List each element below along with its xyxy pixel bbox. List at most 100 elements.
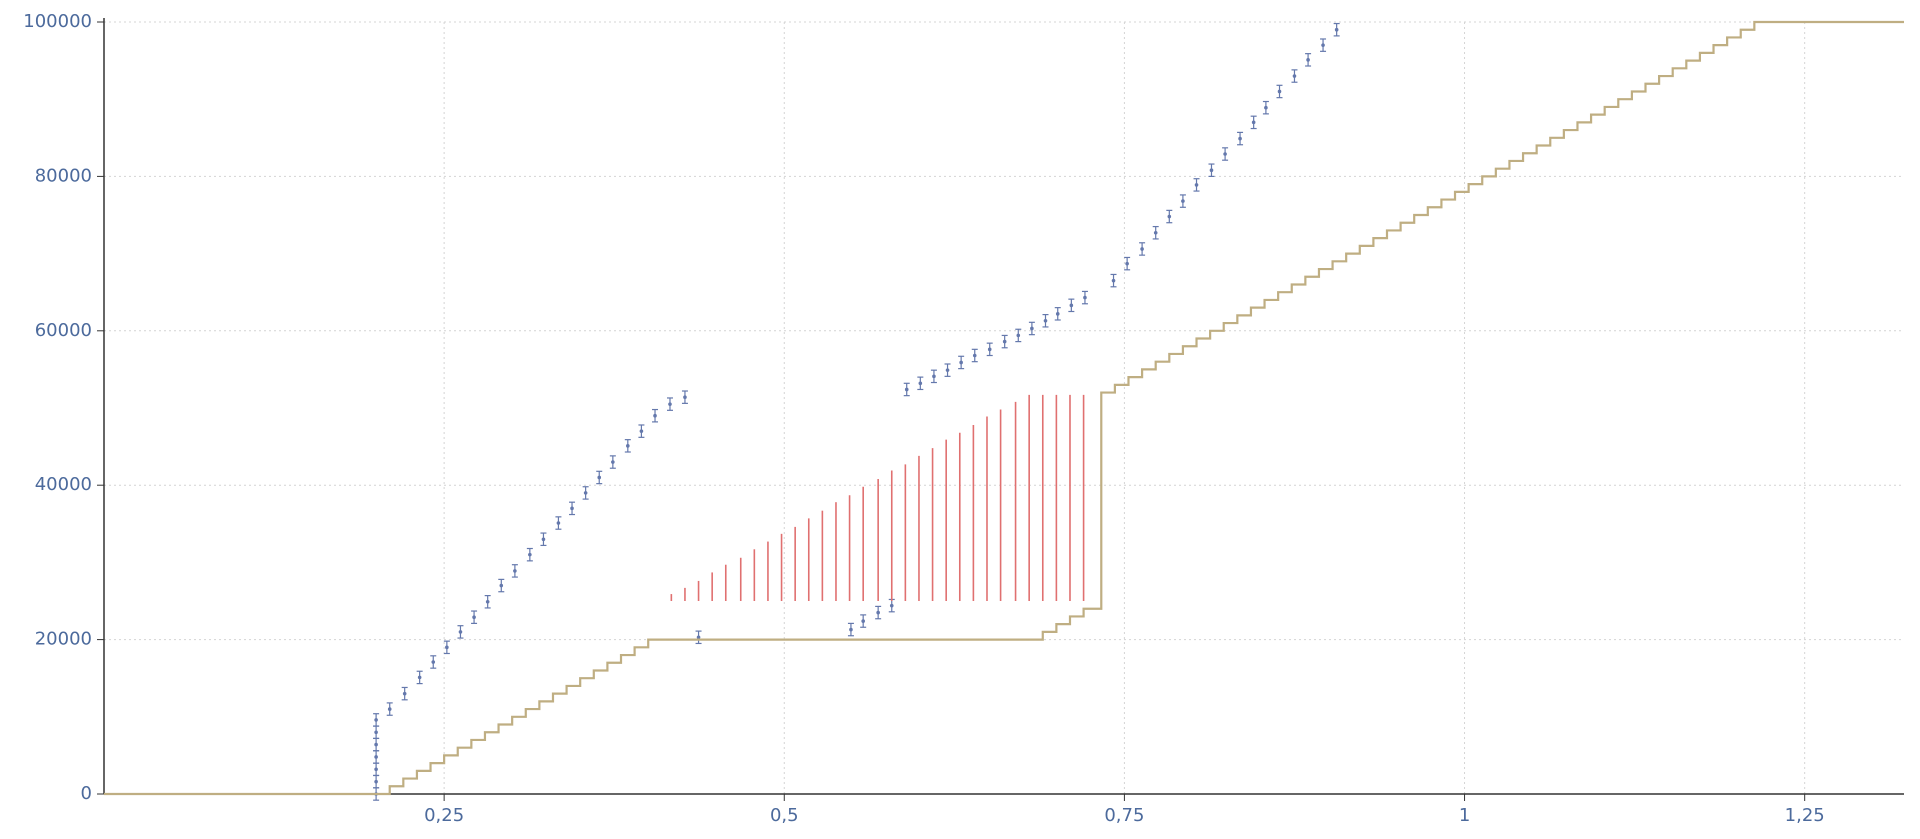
- error-point: [540, 532, 547, 547]
- step-line: [104, 20, 1904, 796]
- error-point: [1262, 100, 1269, 115]
- error-point: [1179, 194, 1186, 208]
- error-point: [930, 369, 937, 384]
- point: [932, 374, 936, 379]
- point: [1055, 312, 1060, 316]
- point: [1251, 120, 1256, 125]
- error-point: [430, 655, 437, 669]
- error-point: [681, 390, 688, 404]
- point: [1030, 326, 1034, 331]
- error-point: [1291, 69, 1298, 83]
- point: [987, 347, 992, 352]
- error-point: [1015, 328, 1022, 343]
- point: [570, 506, 574, 511]
- error-point: [944, 363, 951, 377]
- point: [458, 630, 463, 634]
- point: [683, 395, 687, 399]
- error-point: [386, 702, 393, 716]
- point: [1223, 152, 1227, 156]
- error-point: [624, 439, 631, 453]
- point: [541, 537, 546, 542]
- point: [1125, 261, 1129, 266]
- point: [485, 599, 490, 604]
- error-point: [401, 686, 408, 701]
- point: [1277, 89, 1282, 94]
- point: [1111, 278, 1116, 283]
- error-point: [569, 501, 576, 516]
- x-tick-label: 0,75: [1104, 805, 1144, 826]
- point: [1153, 230, 1158, 235]
- x-tick-label: 1,25: [1785, 805, 1825, 826]
- point: [918, 381, 923, 386]
- error-point: [1222, 147, 1229, 161]
- point: [889, 603, 894, 608]
- x-tick-label: 1: [1459, 805, 1470, 826]
- point: [597, 475, 602, 480]
- error-point: [875, 605, 882, 620]
- point: [849, 627, 853, 632]
- point: [402, 691, 407, 696]
- point: [1002, 339, 1007, 344]
- point: [472, 615, 476, 620]
- error-point: [917, 376, 924, 391]
- y-tick-label: 60000: [35, 320, 92, 341]
- point: [1334, 27, 1339, 32]
- point: [374, 742, 378, 747]
- error-point: [457, 625, 464, 639]
- point: [1083, 295, 1087, 300]
- error-point: [1333, 22, 1340, 37]
- error-point: [1276, 84, 1283, 99]
- x-tick-label: 0,5: [770, 805, 799, 826]
- point: [1209, 168, 1214, 173]
- error-point: [498, 578, 505, 593]
- y-tick-label: 20000: [35, 629, 92, 650]
- y-tick-label: 40000: [35, 474, 92, 495]
- point: [696, 635, 701, 640]
- error-point: [638, 424, 645, 438]
- point: [1140, 247, 1144, 251]
- error-point: [373, 713, 380, 727]
- point: [1321, 43, 1325, 47]
- error-point: [526, 547, 533, 562]
- point: [1264, 105, 1268, 110]
- error-point: [443, 640, 450, 655]
- error-point: [555, 516, 562, 530]
- y-tick-label: 100000: [23, 11, 92, 32]
- error-point: [609, 455, 616, 469]
- error-point: [1139, 242, 1146, 256]
- point: [959, 360, 963, 365]
- error-point: [1054, 307, 1061, 321]
- error-point: [1068, 298, 1075, 313]
- error-point: [484, 594, 491, 609]
- error-point: [1110, 273, 1117, 288]
- point: [528, 552, 532, 557]
- point: [861, 619, 865, 623]
- point: [668, 402, 672, 406]
- error-point: [1208, 163, 1215, 177]
- error-point: [652, 408, 659, 423]
- point: [876, 610, 880, 615]
- x-tick-label: 0,25: [424, 805, 464, 826]
- error-point: [471, 610, 478, 624]
- point: [445, 645, 449, 650]
- error-point: [582, 486, 589, 500]
- point: [639, 429, 644, 433]
- point: [1167, 214, 1172, 219]
- point: [556, 521, 561, 525]
- error-point: [903, 382, 910, 397]
- error-point: [1028, 321, 1035, 336]
- error-point: [860, 614, 867, 628]
- point: [374, 767, 378, 772]
- point: [374, 755, 378, 759]
- error-point: [1081, 290, 1088, 305]
- point: [374, 718, 378, 722]
- point: [611, 460, 615, 464]
- error-point: [1042, 313, 1049, 328]
- error-point: [1124, 256, 1131, 271]
- error-point: [1237, 131, 1244, 146]
- point: [1043, 318, 1048, 323]
- point: [904, 387, 909, 392]
- error-point: [695, 630, 702, 645]
- error-point: [1193, 178, 1200, 192]
